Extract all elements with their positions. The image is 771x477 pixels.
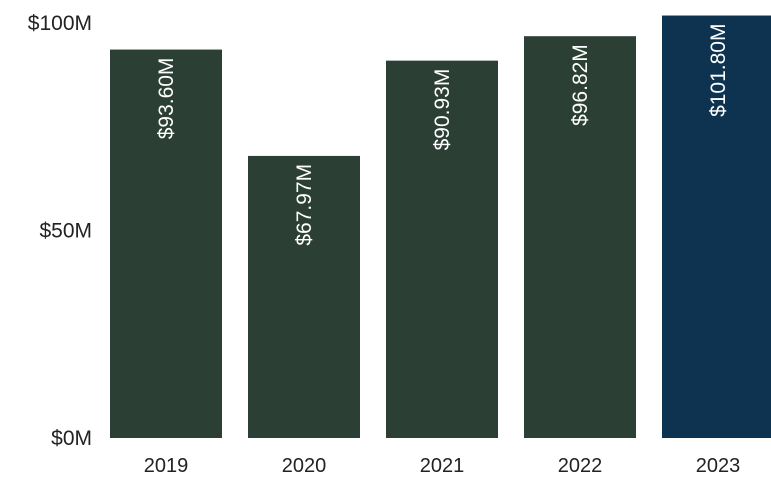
x-tick-label: 2022	[558, 455, 603, 477]
bar-2023	[662, 15, 771, 439]
x-tick-label: 2019	[144, 455, 189, 477]
data-label-2023: $101.80M	[707, 24, 730, 117]
x-axis: 2019 2020 2021 2022 2023	[144, 455, 741, 477]
data-label-2019: $93.60M	[155, 58, 178, 140]
data-labels-group: $93.60M $67.97M $90.93M $96.82M $101.80M	[155, 24, 730, 246]
x-tick-label: 2020	[282, 455, 327, 477]
x-tick-label: 2023	[696, 455, 741, 477]
bar-2019	[110, 49, 222, 439]
y-tick-label: $0M	[51, 427, 92, 450]
bar-2020	[248, 155, 360, 438]
data-label-2021: $90.93M	[431, 69, 454, 151]
data-label-2022: $96.82M	[569, 44, 592, 126]
y-tick-label: $50M	[39, 220, 92, 243]
data-label-2020: $67.97M	[293, 164, 316, 246]
y-axis: $0M $50M $100M	[28, 12, 92, 450]
bars-group	[110, 15, 771, 439]
bar-2022	[524, 36, 636, 439]
y-tick-label: $100M	[28, 12, 92, 35]
bar-2021	[386, 60, 498, 438]
x-tick-label: 2021	[420, 455, 465, 477]
